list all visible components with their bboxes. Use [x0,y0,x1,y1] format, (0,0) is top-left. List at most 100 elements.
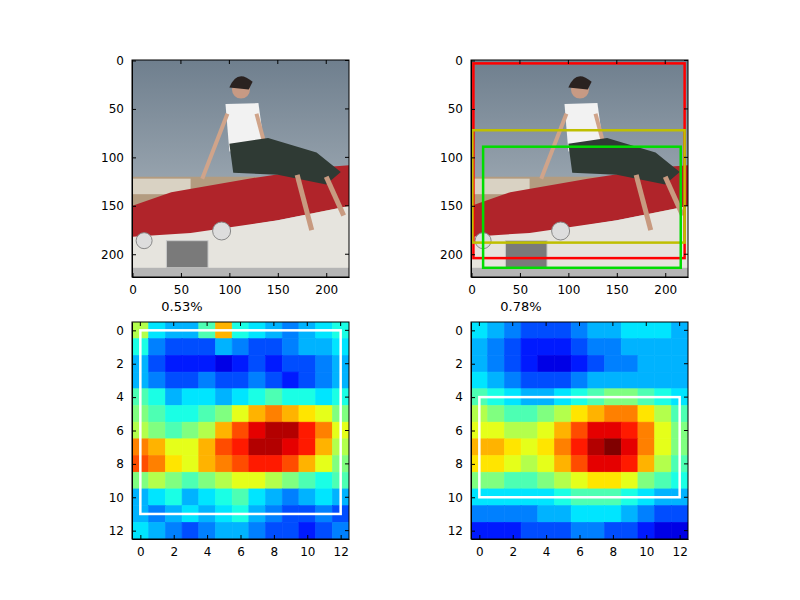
x-tick: 100 [557,273,580,297]
heatmap-cell [215,456,232,473]
heatmap-cell [471,339,488,356]
heatmap-cell [538,372,555,389]
heatmap-cell [165,339,182,356]
x-tick: 2 [170,535,178,559]
heatmap-cell [488,422,505,439]
subplot-title: 0.53% [161,299,202,314]
y-axis: 024681012 [109,323,136,540]
tick-mark [132,60,133,64]
y-tick: 10 [109,491,136,505]
heatmap-cell [299,456,316,473]
heatmap-cell [266,456,283,473]
y-tick: 50 [109,102,136,116]
y-axis: 050100150200 [101,54,136,278]
heatmap-cell [182,339,199,356]
heatmap-cell [554,472,571,489]
heatmap-cell [471,522,488,539]
heatmap-cell [299,422,316,439]
tick-mark [345,497,349,498]
heatmap-cell [215,489,232,506]
heatmap-cell [554,322,571,339]
y-tick: 150 [101,199,136,213]
tick-label: 0 [129,283,137,297]
heatmap-cell [199,472,216,489]
axis-line [133,277,350,278]
heatmap-cell [521,456,538,473]
heatmap-cell [232,439,249,456]
x-tick: 6 [576,535,584,559]
heatmap-cell [471,355,488,372]
heatmap-cell [655,339,672,356]
tick-mark [274,535,275,539]
heatmap-cell [538,456,555,473]
y-tick: 50 [448,102,475,116]
heatmap-cell [538,522,555,539]
heatmap-cell [266,405,283,422]
heatmap-cell [215,405,232,422]
heatmap-cell [571,355,588,372]
heatmap-cell [655,456,672,473]
tick-mark [132,497,136,498]
heatmap-cell [588,439,605,456]
heatmap-cell [621,506,638,523]
heatmap-cell [282,405,299,422]
tick-label: 2 [509,545,517,559]
tick-mark [546,322,547,326]
tick-label: 6 [116,424,124,438]
heatmap-cell [621,405,638,422]
tick-mark [471,397,475,398]
tick-mark [679,322,680,326]
tick-mark [665,60,666,64]
heatmap-cell [282,456,299,473]
heatmap-cell [554,355,571,372]
tick-mark [684,157,688,158]
heatmap-cell [165,456,182,473]
heatmap-cell [316,439,333,456]
heatmap-cell [504,322,521,339]
tick-mark [471,497,475,498]
heatmap-cell [165,372,182,389]
heatmap-cell [504,422,521,439]
heatmap-cell [299,339,316,356]
tick-mark [341,535,342,539]
photo-headlight [552,222,570,240]
tick-label: 8 [610,545,618,559]
tick-mark [520,273,521,277]
tick-label: 10 [639,545,654,559]
heatmap-cell [638,355,655,372]
x-tick: 12 [673,535,688,559]
heatmap-cell [605,322,622,339]
tick-mark [471,330,475,331]
heatmap-cell [215,472,232,489]
y-tick: 0 [116,324,136,338]
heatmap-cell [488,456,505,473]
heatmap-cell [249,472,266,489]
photo-headlight [213,222,231,240]
tick-label: 100 [557,283,580,297]
heatmap-cell [249,355,266,372]
tick-mark [471,206,475,207]
axes-frame [471,60,688,277]
bounding-box [473,63,684,258]
heatmap-cell [149,522,166,539]
photo-leg [636,175,651,230]
heatmap-cell [655,405,672,422]
tick-mark [684,530,688,531]
heatmap-cell [215,372,232,389]
heatmap-cell [232,522,249,539]
tick-label: 10 [300,545,315,559]
tick-mark [613,535,614,539]
photo-sky [471,60,688,277]
x-tick: 200 [315,273,338,297]
heatmap-cell [299,355,316,372]
y-tick: 100 [101,151,136,165]
y-tick: 0 [455,324,475,338]
heatmap-cell [605,522,622,539]
x-tick: 10 [639,535,654,559]
x-tick: 0 [476,535,484,559]
heatmap-cell [299,489,316,506]
heatmap-cell [588,456,605,473]
heatmap-cell [538,422,555,439]
tick-mark [140,535,141,539]
heatmap-cell [521,355,538,372]
